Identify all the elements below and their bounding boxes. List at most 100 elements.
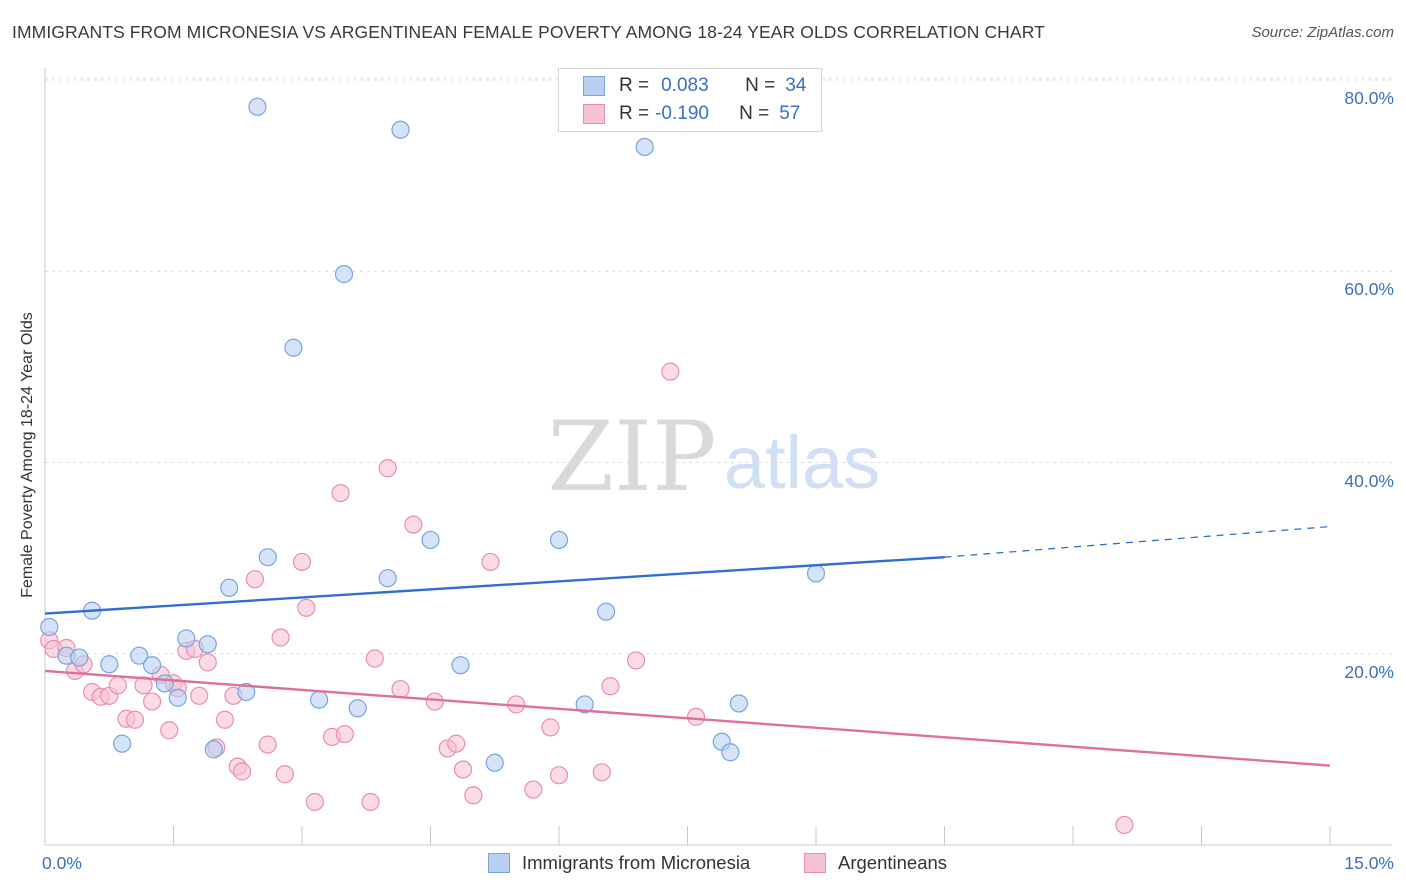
data-point-argentineans	[305, 792, 324, 812]
data-point-micronesia	[635, 137, 654, 157]
data-point-argentineans	[292, 552, 312, 572]
data-point-argentineans	[297, 598, 316, 617]
watermark-zip: ZIP	[547, 401, 716, 513]
data-point-micronesia	[334, 265, 354, 284]
series-legend: Immigrants from Micronesia Argentineans	[0, 852, 1406, 878]
data-point-micronesia	[70, 648, 89, 667]
legend-swatch-pink	[804, 853, 826, 873]
data-point-argentineans	[160, 721, 179, 740]
legend-r-value: 0.083	[661, 75, 709, 96]
legend-row-argentineans: R = -0.190 N = 57	[583, 103, 800, 125]
data-point-micronesia	[168, 688, 187, 707]
legend-n-label: N =	[745, 75, 776, 96]
legend-item-argentineans: Argentineans	[804, 852, 947, 874]
series-micronesia	[40, 97, 826, 772]
legend-swatch-blue	[583, 76, 605, 96]
data-point-micronesia	[155, 674, 175, 693]
data-point-micronesia	[258, 548, 277, 567]
data-point-argentineans	[481, 552, 500, 572]
data-point-micronesia	[142, 656, 162, 675]
legend-swatch-pink	[583, 104, 605, 124]
y-tick-label: 80.0%	[1344, 88, 1394, 108]
watermark: ZIP atlas	[547, 401, 880, 513]
watermark-atlas: atlas	[724, 421, 880, 504]
data-point-argentineans	[215, 710, 234, 729]
legend-label-micronesia: Immigrants from Micronesia	[522, 852, 751, 873]
data-point-argentineans	[232, 762, 252, 781]
data-point-micronesia	[597, 602, 616, 621]
data-point-micronesia	[378, 569, 397, 588]
data-point-argentineans	[391, 680, 410, 699]
legend-item-micronesia: Immigrants from Micronesia	[488, 852, 750, 874]
data-point-micronesia	[100, 655, 119, 674]
data-point-argentineans	[198, 653, 217, 672]
data-point-micronesia	[721, 743, 740, 762]
y-tick-label: 20.0%	[1344, 661, 1394, 682]
data-point-argentineans	[1115, 815, 1134, 835]
data-point-micronesia	[549, 530, 569, 550]
data-point-argentineans	[626, 651, 646, 670]
trend-line-micronesia-extension	[944, 525, 1331, 558]
data-point-argentineans	[365, 649, 384, 668]
data-point-micronesia	[575, 695, 594, 714]
legend-r-label: R =	[619, 103, 650, 124]
legend-swatch-blue	[488, 853, 510, 873]
data-point-micronesia	[421, 530, 440, 550]
data-point-micronesia	[806, 564, 826, 583]
legend-n-value: 57	[779, 103, 801, 124]
legend-n-value: 34	[785, 75, 807, 96]
data-point-micronesia	[729, 694, 749, 713]
data-point-micronesia	[284, 338, 303, 357]
data-point-micronesia	[248, 97, 267, 116]
axes	[44, 68, 1392, 846]
y-tick-label: 40.0%	[1344, 470, 1394, 491]
data-point-micronesia	[130, 646, 149, 665]
legend-label-argentineans: Argentineans	[838, 852, 948, 873]
x-tick-label: 0.0%	[42, 853, 82, 873]
legend-row-micronesia: R = 0.083 N = 34	[583, 75, 806, 97]
data-point-micronesia	[237, 682, 256, 702]
data-point-micronesia	[112, 734, 132, 753]
data-point-micronesia	[204, 740, 223, 759]
data-point-argentineans	[134, 676, 153, 695]
data-point-micronesia	[310, 690, 329, 709]
data-point-argentineans	[361, 792, 380, 812]
data-point-argentineans	[271, 628, 290, 647]
data-point-micronesia	[40, 617, 59, 637]
data-point-argentineans	[447, 734, 466, 753]
chart-title: IMMIGRANTS FROM MICRONESIA VS ARGENTINEA…	[12, 22, 1045, 42]
data-point-argentineans	[275, 765, 294, 784]
trend-lines	[44, 525, 1331, 767]
data-point-argentineans	[464, 786, 483, 805]
data-point-argentineans	[549, 766, 569, 785]
data-point-micronesia	[348, 699, 367, 718]
data-point-argentineans	[601, 677, 620, 696]
data-point-argentineans	[592, 763, 611, 782]
legend-r-label: R =	[619, 75, 650, 96]
data-point-argentineans	[335, 724, 354, 744]
y-tick-label: 60.0%	[1344, 279, 1394, 300]
data-point-argentineans	[245, 570, 264, 589]
data-point-argentineans	[541, 718, 560, 737]
data-point-argentineans	[404, 515, 423, 534]
data-point-argentineans	[378, 459, 397, 478]
data-point-argentineans	[686, 707, 706, 726]
grid-lines	[45, 77, 1392, 655]
data-point-argentineans	[331, 484, 350, 503]
legend-n-label: N =	[739, 103, 770, 124]
data-point-micronesia	[198, 635, 217, 654]
data-point-micronesia	[177, 629, 196, 648]
data-point-argentineans	[425, 692, 444, 711]
data-point-argentineans	[661, 362, 680, 381]
data-point-argentineans	[524, 780, 543, 799]
x-tick-label: 15.0%	[1344, 853, 1394, 873]
source-note: Source: ZipAtlas.com	[1251, 24, 1394, 41]
trend-line-argentineans	[44, 669, 1331, 767]
data-point-micronesia	[451, 656, 470, 675]
data-point-argentineans	[190, 686, 209, 705]
data-point-micronesia	[391, 120, 410, 139]
data-point-micronesia	[220, 578, 239, 597]
legend-r-value: -0.190	[655, 103, 709, 124]
data-point-argentineans	[142, 692, 162, 711]
